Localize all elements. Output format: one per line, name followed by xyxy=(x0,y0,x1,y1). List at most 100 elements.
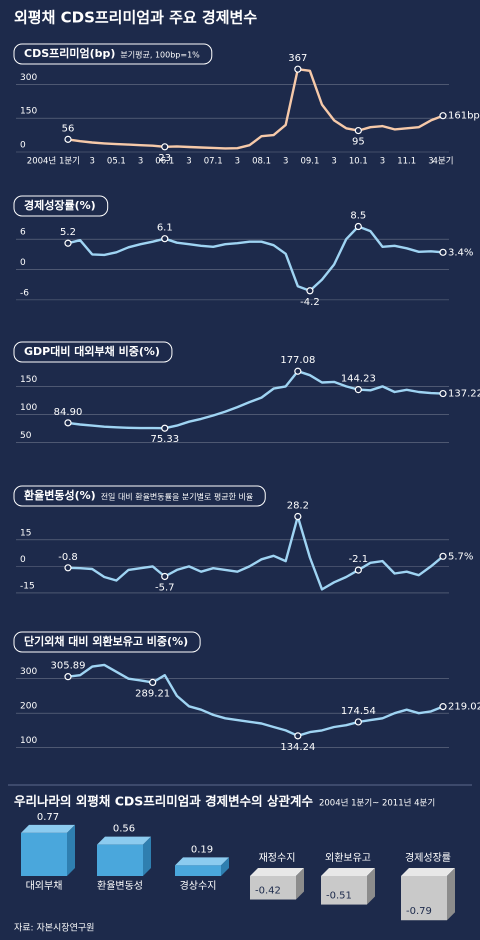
y-tick-label: 100 xyxy=(20,403,37,413)
panel-title-box xyxy=(13,43,213,65)
bar-value: 0.77 xyxy=(37,812,59,823)
data-point xyxy=(294,512,302,521)
y-tick-label: 15 xyxy=(20,528,31,538)
x-tick-label: 3 xyxy=(283,157,288,167)
x-tick-label: 3 xyxy=(380,157,385,167)
data-point xyxy=(161,143,169,151)
data-point xyxy=(64,239,72,247)
bar-top xyxy=(321,868,375,876)
data-label: 28.2 xyxy=(287,500,309,511)
panel-title: CDS프리미엄(bp) xyxy=(24,46,115,60)
data-point xyxy=(439,389,447,398)
data-point xyxy=(294,65,302,73)
y-tick-label: 300 xyxy=(20,73,37,83)
x-tick-label: 06.1 xyxy=(155,157,174,167)
data-label: 219.02% xyxy=(448,702,480,713)
bar-top xyxy=(175,857,229,866)
y-tick-label: 100 xyxy=(20,736,37,746)
panel-subtitle: 분기평균, 100bp=1% xyxy=(120,50,200,60)
data-point xyxy=(64,564,72,572)
data-line xyxy=(67,225,444,292)
panel-title-box xyxy=(13,485,266,507)
bar-category: 경제성장률 xyxy=(405,851,451,864)
bar-subtitle: 2004년 1분기~ 2011년 4분기 xyxy=(319,798,435,809)
data-label: 84.90 xyxy=(54,407,83,418)
y-tick-label: 0 xyxy=(20,555,26,565)
data-point xyxy=(354,718,362,726)
bar-value: 0.56 xyxy=(113,824,135,835)
x-tick-label: 05.1 xyxy=(107,157,126,167)
bar-category: 경상수지 xyxy=(180,879,217,892)
y-tick-label: 150 xyxy=(20,375,37,385)
data-label: 289.21 xyxy=(135,688,170,699)
bar xyxy=(175,865,221,876)
data-line xyxy=(67,515,444,591)
x-tick-label: 2004년 1분기 xyxy=(27,156,80,167)
data-point xyxy=(64,419,72,427)
x-tick-label: 4분기 xyxy=(432,157,453,167)
data-label: 134.24 xyxy=(280,742,315,753)
x-tick-label: 3 xyxy=(186,157,191,167)
bar-title: 우리나라의 외평채 CDS프리미엄과 경제변수의 상관계수 xyxy=(14,794,313,809)
bar-side xyxy=(296,868,304,900)
bar xyxy=(321,876,367,905)
bar-side xyxy=(221,857,229,876)
bar-side xyxy=(67,824,75,876)
panel-title: 단기외채 대비 외환보유고 비중(%) xyxy=(24,634,188,648)
bar-top xyxy=(97,836,151,845)
bar xyxy=(97,844,143,876)
panel-title-box xyxy=(13,631,201,653)
data-point xyxy=(161,235,169,243)
panel-title: 환율변동성(%) xyxy=(24,488,96,502)
bar-top xyxy=(401,868,455,876)
data-label: 367 xyxy=(288,53,307,64)
bar-category: 대외부채 xyxy=(26,880,63,892)
data-label: 161bp xyxy=(448,111,480,122)
data-label: 3.4% xyxy=(448,247,473,258)
y-tick-label: -6 xyxy=(20,288,29,298)
y-tick-label: 0 xyxy=(20,141,26,151)
bar-category: 환율변동성 xyxy=(97,880,143,892)
data-label: -4.2 xyxy=(300,297,320,308)
data-point xyxy=(161,572,169,581)
data-label: -0.8 xyxy=(58,552,78,563)
x-tick-label: 3 xyxy=(428,157,433,167)
y-tick-label: 300 xyxy=(20,667,37,677)
data-point xyxy=(439,703,447,711)
data-point xyxy=(354,386,362,394)
data-label: 177.08 xyxy=(280,355,315,366)
data-label: 56 xyxy=(62,123,75,134)
data-point xyxy=(294,732,302,740)
y-tick-label: 6 xyxy=(20,228,26,238)
data-point xyxy=(306,287,314,295)
data-label: 5.2 xyxy=(60,227,76,238)
x-tick-label: 08.1 xyxy=(252,157,271,167)
x-tick-label: 09.1 xyxy=(300,157,319,167)
data-label: 23 xyxy=(158,153,171,164)
data-label: 8.5 xyxy=(350,211,366,222)
panel-title-box xyxy=(13,195,109,217)
data-label: 137.22% xyxy=(448,389,480,400)
data-point xyxy=(161,424,169,432)
data-point xyxy=(354,126,362,135)
panel-title: GDP대비 대외부채 비중(%) xyxy=(24,344,160,358)
bar-category: 재정수지 xyxy=(259,852,296,864)
x-tick-label: 3 xyxy=(89,157,94,167)
x-tick-label: 3 xyxy=(235,157,240,167)
bar-value: -0.51 xyxy=(326,891,352,902)
data-label: 95 xyxy=(352,137,365,148)
bar-value: -0.42 xyxy=(255,886,281,897)
data-label: 6.1 xyxy=(157,223,173,234)
data-line xyxy=(67,68,444,150)
data-label: 144.23 xyxy=(341,374,376,385)
bar xyxy=(250,876,296,900)
data-point xyxy=(294,367,302,375)
x-tick-label: 07.1 xyxy=(204,157,223,167)
y-tick-label: 50 xyxy=(20,431,32,441)
bar-top xyxy=(250,868,304,876)
panel-title-box xyxy=(13,341,173,363)
panel-title: 경제성장률(%) xyxy=(24,198,96,212)
data-point xyxy=(149,678,157,687)
x-tick-label: 11.1 xyxy=(397,157,416,167)
